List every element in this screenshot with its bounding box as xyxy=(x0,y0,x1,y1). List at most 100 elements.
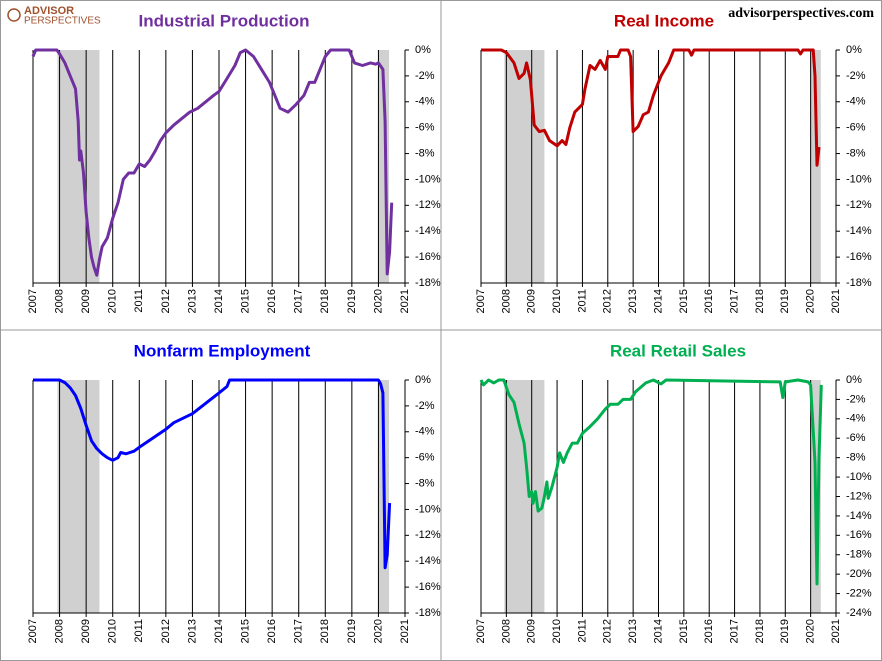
y-tick-label: 0% xyxy=(415,374,431,386)
x-tick-label: 2010 xyxy=(551,619,563,643)
x-tick-label: 2017 xyxy=(728,289,740,313)
chart-title: Industrial Production xyxy=(139,11,310,30)
x-tick-label: 2009 xyxy=(80,289,92,313)
x-tick-label: 2008 xyxy=(500,619,512,643)
logo-text: ADVISOR xyxy=(24,5,74,17)
y-tick-label: -8% xyxy=(415,147,435,159)
data-line xyxy=(33,378,392,570)
y-tick-label: -2% xyxy=(415,400,435,412)
recession-band xyxy=(504,380,545,613)
x-tick-label: 2021 xyxy=(830,289,842,313)
x-tick-label: 2007 xyxy=(475,289,487,313)
x-tick-label: 2011 xyxy=(133,619,145,643)
x-tick-label: 2013 xyxy=(186,619,198,643)
logo-text: PERSPECTIVES xyxy=(24,16,101,27)
chart-title: Real Income xyxy=(614,11,714,30)
y-tick-label: -16% xyxy=(415,251,441,263)
y-tick-label: 0% xyxy=(415,44,431,56)
x-tick-label: 2014 xyxy=(213,289,225,313)
x-tick-label: 2009 xyxy=(526,289,538,313)
y-tick-label: -2% xyxy=(846,70,866,82)
x-tick-label: 2012 xyxy=(602,289,614,313)
x-tick-label: 2013 xyxy=(627,289,639,313)
y-tick-label: -10% xyxy=(846,173,872,185)
chart-title: Real Retail Sales xyxy=(610,341,746,360)
x-tick-label: 2014 xyxy=(652,289,664,313)
x-tick-label: 2013 xyxy=(186,289,198,313)
data-line xyxy=(31,48,394,277)
y-tick-label: -10% xyxy=(415,173,441,185)
data-line xyxy=(481,48,821,167)
logo-mark xyxy=(7,8,21,22)
x-tick-label: 2018 xyxy=(754,619,766,643)
x-tick-label: 2007 xyxy=(27,289,39,313)
x-tick-label: 2018 xyxy=(319,619,331,643)
y-tick-label: -10% xyxy=(846,471,872,483)
y-tick-label: -18% xyxy=(846,277,872,289)
y-tick-label: -24% xyxy=(846,607,872,619)
x-tick-label: 2016 xyxy=(266,289,278,313)
y-tick-label: -8% xyxy=(415,477,435,489)
y-tick-label: -14% xyxy=(846,225,872,237)
chart-title: Nonfarm Employment xyxy=(134,341,311,360)
x-tick-label: 2019 xyxy=(779,619,791,643)
x-tick-label: 2009 xyxy=(526,619,538,643)
x-tick-label: 2016 xyxy=(703,619,715,643)
y-tick-label: 0% xyxy=(846,374,862,386)
x-tick-label: 2014 xyxy=(213,619,225,643)
x-tick-label: 2011 xyxy=(576,289,588,313)
x-tick-label: 2011 xyxy=(133,289,145,313)
recession-band xyxy=(57,380,100,613)
x-tick-label: 2009 xyxy=(80,619,92,643)
x-tick-label: 2017 xyxy=(293,619,305,643)
recession-band xyxy=(504,50,545,283)
y-tick-label: -20% xyxy=(846,568,872,580)
x-tick-label: 2019 xyxy=(346,619,358,643)
y-tick-label: -12% xyxy=(415,199,441,211)
y-tick-label: -18% xyxy=(415,277,441,289)
x-tick-label: 2008 xyxy=(53,289,65,313)
website: advisorperspectives.com xyxy=(728,6,874,21)
x-tick-label: 2019 xyxy=(779,289,791,313)
y-tick-label: -4% xyxy=(415,426,435,438)
x-tick-label: 2012 xyxy=(602,619,614,643)
y-tick-label: -4% xyxy=(415,96,435,108)
recession-band xyxy=(57,50,100,283)
y-tick-label: -22% xyxy=(846,587,872,599)
y-tick-label: -14% xyxy=(415,225,441,237)
y-tick-label: -16% xyxy=(415,581,441,593)
x-tick-label: 2008 xyxy=(53,619,65,643)
y-tick-label: -8% xyxy=(846,147,866,159)
y-tick-label: -12% xyxy=(846,490,872,502)
x-tick-label: 2012 xyxy=(160,619,172,643)
x-tick-label: 2010 xyxy=(551,289,563,313)
x-tick-label: 2020 xyxy=(372,289,384,313)
y-tick-label: -6% xyxy=(846,122,866,134)
x-tick-label: 2012 xyxy=(160,289,172,313)
x-tick-label: 2021 xyxy=(399,619,411,643)
x-tick-label: 2008 xyxy=(500,289,512,313)
y-tick-label: -4% xyxy=(846,413,866,425)
x-tick-label: 2020 xyxy=(805,289,817,313)
recession-band xyxy=(810,50,821,283)
y-tick-label: -14% xyxy=(846,510,872,522)
y-tick-label: -18% xyxy=(846,549,872,561)
x-tick-label: 2014 xyxy=(652,619,664,643)
x-tick-label: 2021 xyxy=(399,289,411,313)
x-tick-label: 2011 xyxy=(576,619,588,643)
y-tick-label: -4% xyxy=(846,96,866,108)
y-tick-label: 0% xyxy=(846,44,862,56)
x-tick-label: 2010 xyxy=(107,289,119,313)
x-tick-label: 2007 xyxy=(27,619,39,643)
y-tick-label: -18% xyxy=(415,607,441,619)
x-tick-label: 2015 xyxy=(239,289,251,313)
x-tick-label: 2016 xyxy=(266,619,278,643)
x-tick-label: 2019 xyxy=(346,289,358,313)
x-tick-label: 2016 xyxy=(703,289,715,313)
x-tick-label: 2018 xyxy=(319,289,331,313)
y-tick-label: -6% xyxy=(415,452,435,464)
x-tick-label: 2013 xyxy=(627,619,639,643)
x-tick-label: 2015 xyxy=(678,619,690,643)
x-tick-label: 2020 xyxy=(805,619,817,643)
